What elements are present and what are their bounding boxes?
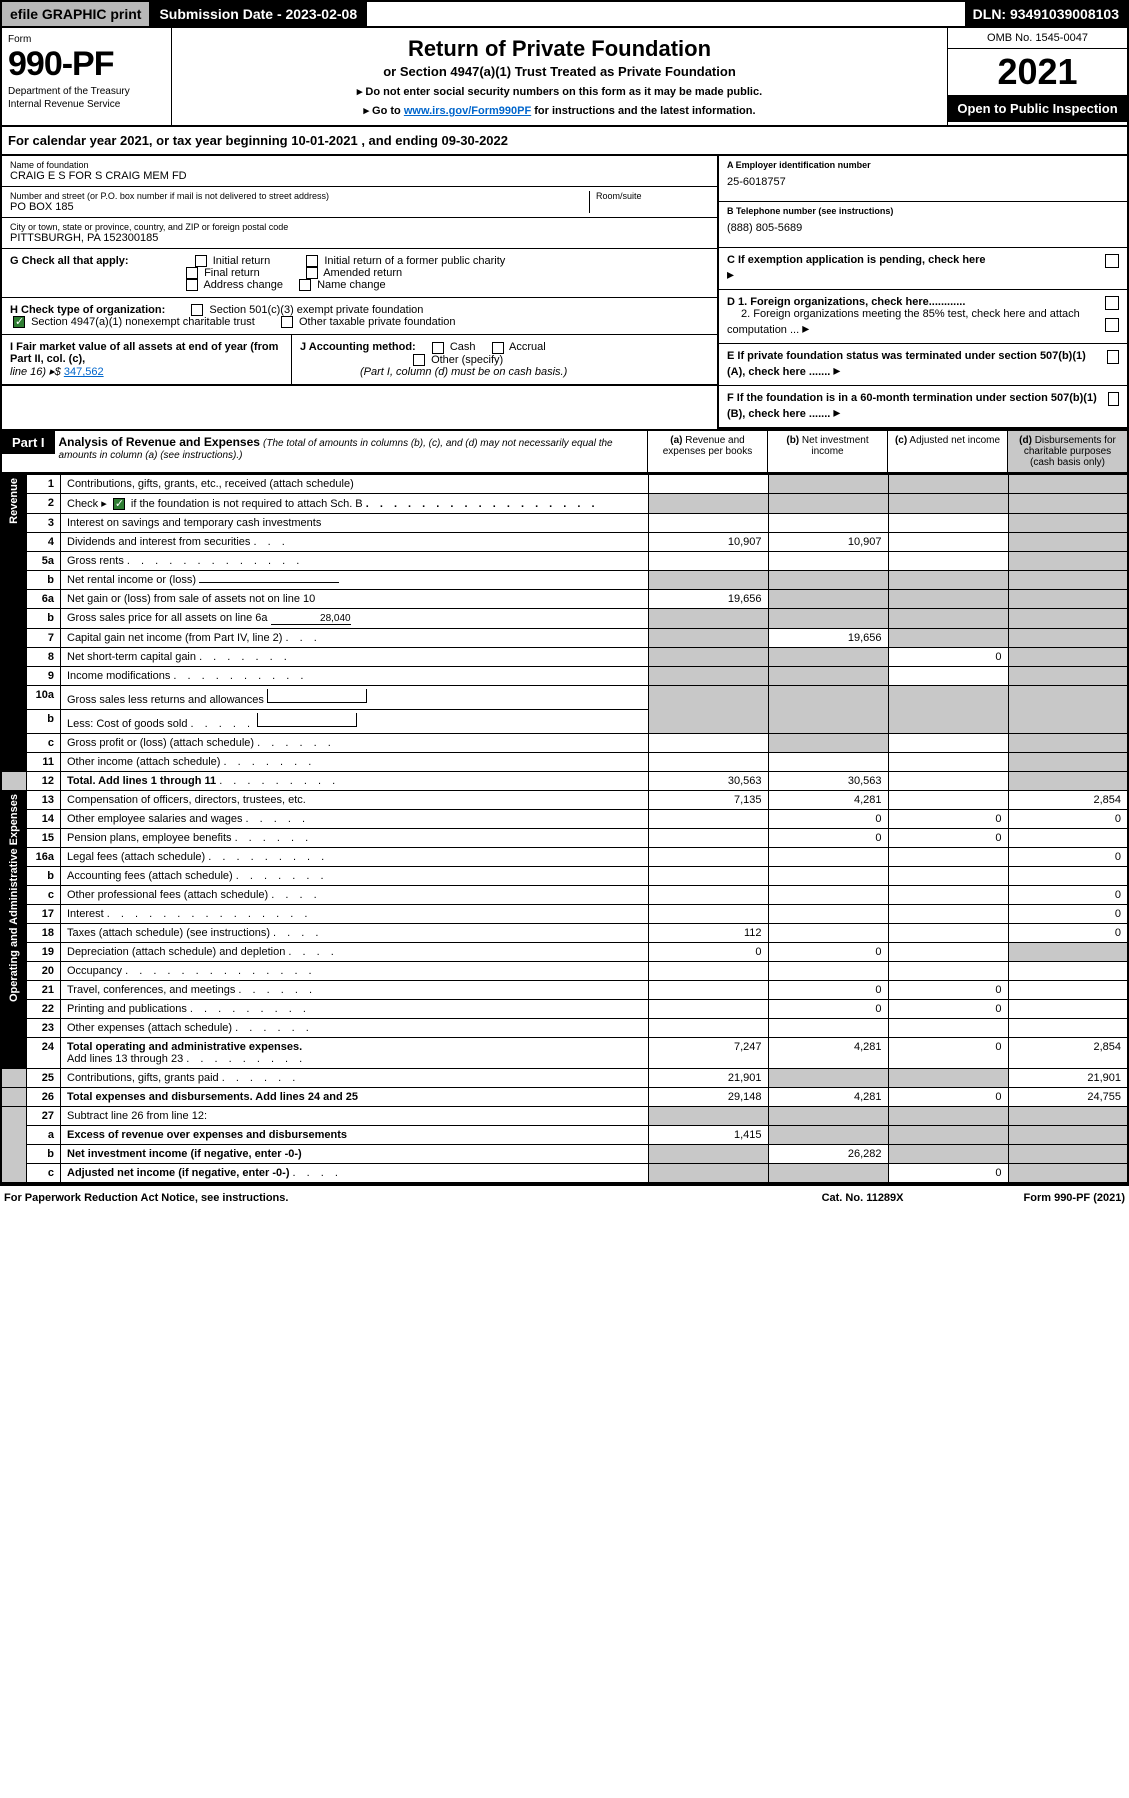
checkbox-accrual[interactable] [492, 342, 504, 354]
dln: DLN: 93491039008103 [965, 2, 1127, 26]
checkbox-name-change[interactable] [299, 279, 311, 291]
dept-treasury: Department of the Treasury [8, 86, 165, 97]
checkbox-final-return[interactable] [186, 267, 198, 279]
section-c: C If exemption application is pending, c… [719, 248, 1127, 290]
checkbox-d2[interactable] [1105, 318, 1119, 332]
foundation-name-label: Name of foundation [10, 160, 709, 170]
revenue-expense-table: Revenue 1Contributions, gifts, grants, e… [0, 474, 1129, 1184]
section-j: J Accounting method: Cash Accrual Other … [292, 335, 717, 384]
ein: 25-6018757 [727, 176, 1119, 188]
checkbox-d1[interactable] [1105, 296, 1119, 310]
form-subtitle: or Section 4947(a)(1) Trust Treated as P… [180, 64, 939, 79]
address: PO BOX 185 [10, 201, 589, 213]
open-public-badge: Open to Public Inspection [948, 95, 1127, 122]
instruction-1: ▸ Do not enter social security numbers o… [180, 85, 939, 98]
instruction-2: ▸ Go to www.irs.gov/Form990PF for instru… [180, 104, 939, 117]
checkbox-amended[interactable] [306, 267, 318, 279]
expenses-side-label: Operating and Administrative Expenses [8, 794, 20, 1002]
city-label: City or town, state or province, country… [10, 222, 709, 232]
form-ref: Form 990-PF (2021) [1024, 1192, 1125, 1204]
ein-label: A Employer identification number [727, 160, 1119, 170]
city: PITTSBURGH, PA 152300185 [10, 232, 709, 244]
room-label: Room/suite [596, 191, 709, 201]
checkbox-initial-return[interactable] [195, 255, 207, 267]
address-label: Number and street (or P.O. box number if… [10, 191, 589, 201]
form-header: Form 990-PF Department of the Treasury I… [0, 28, 1129, 127]
section-i: I Fair market value of all assets at end… [2, 335, 292, 384]
submission-date: Submission Date - 2023-02-08 [151, 2, 367, 26]
form-label: Form [8, 34, 165, 45]
section-g: G Check all that apply: Initial return I… [2, 249, 717, 298]
phone-label: B Telephone number (see instructions) [727, 206, 1119, 216]
paperwork-notice: For Paperwork Reduction Act Notice, see … [4, 1192, 288, 1204]
fmv-link[interactable]: 347,562 [64, 366, 104, 378]
omb-number: OMB No. 1545-0047 [948, 28, 1127, 49]
checkbox-f[interactable] [1108, 392, 1119, 406]
efile-print-button[interactable]: efile GRAPHIC print [2, 2, 151, 26]
part1-badge: Part I [2, 431, 55, 454]
form-title: Return of Private Foundation [180, 36, 939, 62]
section-d: D 1. Foreign organizations, check here..… [719, 290, 1127, 344]
checkbox-4947a1[interactable] [13, 316, 25, 328]
checkbox-other-method[interactable] [413, 354, 425, 366]
foundation-name: CRAIG E S FOR S CRAIG MEM FD [10, 170, 709, 182]
calendar-year-line: For calendar year 2021, or tax year begi… [0, 127, 1129, 156]
irs-label: Internal Revenue Service [8, 99, 165, 110]
section-h: H Check type of organization: Section 50… [2, 298, 717, 335]
checkbox-initial-former[interactable] [306, 255, 318, 267]
checkbox-sch-b[interactable] [113, 498, 125, 510]
checkbox-cash[interactable] [432, 342, 444, 354]
checkbox-c[interactable] [1105, 254, 1119, 268]
page-footer: For Paperwork Reduction Act Notice, see … [0, 1184, 1129, 1210]
revenue-side-label: Revenue [8, 478, 20, 524]
phone: (888) 805-5689 [727, 222, 1119, 234]
part1-header-row: Part I Analysis of Revenue and Expenses … [0, 431, 1129, 474]
cat-no: Cat. No. 11289X [822, 1192, 904, 1204]
section-f: F If the foundation is in a 60-month ter… [719, 386, 1127, 429]
info-grid: Name of foundation CRAIG E S FOR S CRAIG… [0, 156, 1129, 431]
tax-year: 2021 [948, 49, 1127, 95]
instructions-link[interactable]: www.irs.gov/Form990PF [404, 105, 531, 117]
top-bar: efile GRAPHIC print Submission Date - 20… [0, 0, 1129, 28]
section-e: E If private foundation status was termi… [719, 344, 1127, 386]
checkbox-address-change[interactable] [186, 279, 198, 291]
checkbox-501c3[interactable] [191, 304, 203, 316]
checkbox-other-taxable[interactable] [281, 316, 293, 328]
form-number: 990-PF [8, 45, 165, 84]
checkbox-e[interactable] [1107, 350, 1119, 364]
